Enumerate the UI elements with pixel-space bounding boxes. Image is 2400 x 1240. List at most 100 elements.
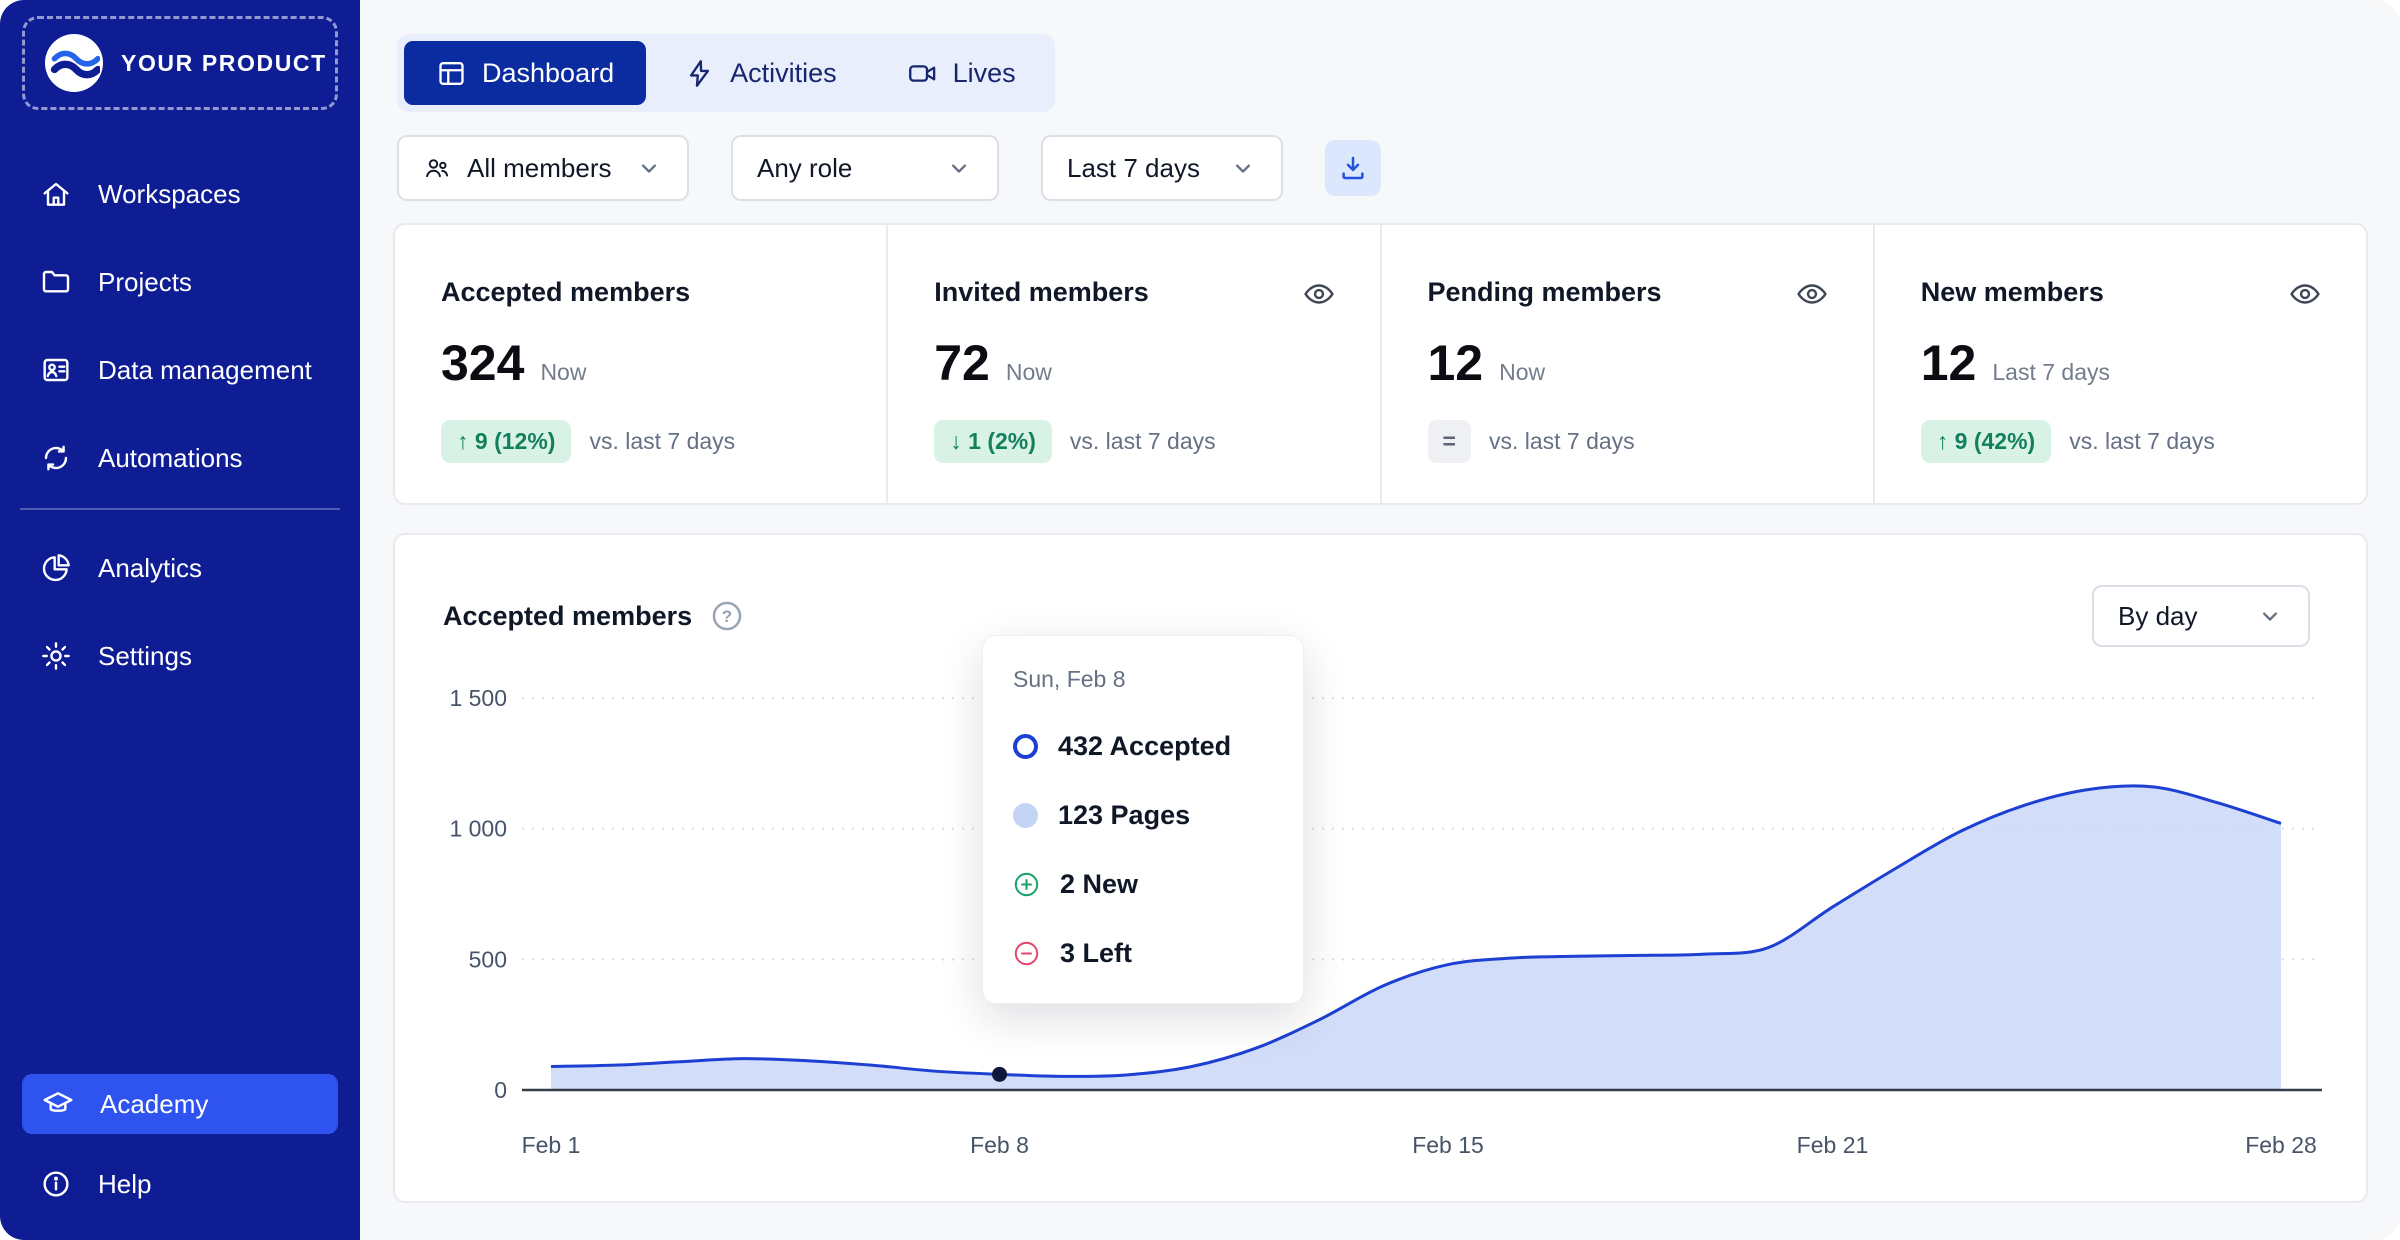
tooltip-row-label: 123 Pages — [1058, 800, 1191, 830]
stat-title: Invited members — [934, 277, 1149, 307]
stat-value: 324 — [441, 335, 525, 391]
tooltip-row-left: 3 Left — [1013, 938, 1273, 969]
stat-value-suffix: Last 7 days — [1992, 359, 2111, 385]
group-by-dropdown[interactable]: By day — [2092, 585, 2310, 647]
role-filter-value: Any role — [757, 152, 853, 183]
sidebar-nav-bottom: Academy Help — [0, 1074, 360, 1220]
analytics-icon — [42, 554, 70, 582]
sidebar-item-label: Analytics — [98, 552, 203, 583]
eye-icon[interactable] — [2288, 277, 2322, 316]
sidebar-item-workspaces[interactable]: Workspaces — [0, 150, 360, 238]
stat-title: New members — [1920, 277, 2104, 307]
tooltip-row-accepted: 432 Accepted — [1013, 731, 1273, 762]
main-tabbar: Dashboard Activities Lives — [397, 34, 1055, 112]
x-tick-label: Feb 15 — [1412, 1132, 1484, 1158]
chart-header: Accepted members ? By day — [443, 585, 2310, 647]
pages-series-marker-icon — [1013, 803, 1038, 828]
chart-line — [550, 784, 2282, 1078]
sidebar-item-data-management[interactable]: Data management — [0, 326, 360, 414]
chevron-down-icon — [1236, 164, 1250, 173]
stat-value: 12 — [1920, 335, 1977, 391]
y-tick-label: 1 000 — [449, 816, 507, 842]
stat-value-suffix: Now — [540, 359, 587, 385]
chevron-down-icon — [2263, 612, 2277, 621]
tooltip-row-label: 3 Left — [1060, 938, 1133, 968]
accepted-series-marker-icon — [1013, 734, 1038, 759]
sidebar-item-settings[interactable]: Settings — [0, 612, 360, 700]
data-management-icon — [43, 358, 69, 382]
sidebar-item-automations[interactable]: Automations — [0, 414, 360, 502]
members-filter-dropdown[interactable]: All members — [397, 135, 689, 201]
stat-accepted-members: Accepted members 324 Now ↑ 9 (12%) vs. l… — [395, 225, 886, 503]
brand-name: YOUR PRODUCT — [121, 49, 327, 76]
stat-value-suffix: Now — [1499, 359, 1546, 385]
stat-invited-members: Invited members 72 Now ↓ 1 (2%) vs. last… — [886, 225, 1379, 503]
stat-title: Pending members — [1427, 277, 1662, 307]
tooltip-row-pages: 123 Pages — [1013, 800, 1273, 831]
chevron-down-icon — [952, 164, 966, 173]
group-by-value: By day — [2118, 600, 2198, 631]
sidebar-item-analytics[interactable]: Analytics — [0, 524, 360, 612]
trend-badge: ↑ 9 (42%) — [1920, 420, 2052, 463]
y-tick-label: 500 — [469, 946, 507, 972]
tab-label: Lives — [952, 57, 1016, 88]
tab-label: Dashboard — [482, 57, 615, 88]
help-tooltip-icon[interactable]: ? — [710, 599, 744, 633]
sidebar-nav-primary: Workspaces Projects Data management Auto… — [0, 150, 360, 502]
x-tick-label: Feb 21 — [1797, 1132, 1869, 1158]
stat-new-members: New members 12 Last 7 days ↑ 9 (42%) vs.… — [1872, 225, 2366, 503]
role-filter-dropdown[interactable]: Any role — [731, 135, 999, 201]
tab-lives[interactable]: Lives — [875, 41, 1048, 105]
academy-icon — [43, 1092, 73, 1112]
help-icon — [43, 1171, 69, 1197]
video-camera-icon — [908, 64, 935, 82]
sidebar-item-label: Automations — [98, 442, 243, 473]
tooltip-row-label: 2 New — [1060, 869, 1139, 899]
gear-icon — [42, 642, 70, 670]
chevron-down-icon — [642, 164, 656, 173]
sidebar-item-academy[interactable]: Academy — [22, 1074, 338, 1134]
eye-icon[interactable] — [1302, 277, 1336, 316]
tooltip-row-label: 432 Accepted — [1058, 731, 1232, 761]
tab-label: Activities — [730, 57, 837, 88]
chart-highlight-dot — [992, 1066, 1008, 1082]
eye-icon[interactable] — [1795, 277, 1829, 316]
stat-value: 12 — [1427, 335, 1484, 391]
sidebar-item-help[interactable]: Help — [0, 1148, 360, 1220]
stat-compare-label: vs. last 7 days — [1069, 428, 1216, 454]
chart-title: Accepted members — [443, 600, 693, 631]
date-range-dropdown[interactable]: Last 7 days — [1041, 135, 1283, 201]
sidebar-item-label: Settings — [98, 640, 192, 671]
svg-text:?: ? — [722, 607, 732, 626]
trend-badge: ↓ 1 (2%) — [934, 420, 1052, 463]
export-download-button[interactable] — [1325, 140, 1381, 196]
folder-icon — [42, 270, 70, 293]
sidebar-item-label: Projects — [98, 266, 192, 297]
members-filter-value: All members — [467, 152, 612, 183]
x-tick-label: Feb 28 — [2245, 1132, 2317, 1158]
tab-activities[interactable]: Activities — [652, 41, 869, 105]
stat-compare-label: vs. last 7 days — [1488, 428, 1635, 454]
chart-area-fill — [551, 785, 2281, 1090]
lightning-icon — [690, 59, 710, 87]
automations-icon — [44, 445, 68, 471]
y-tick-label: 0 — [494, 1077, 507, 1103]
date-range-value: Last 7 days — [1067, 152, 1200, 183]
tab-dashboard[interactable]: Dashboard — [404, 41, 647, 105]
accepted-members-chart-card: Accepted members ? By day 0 500 1 000 1 500… — [393, 533, 2368, 1203]
sidebar-item-label: Workspaces — [98, 178, 241, 209]
plus-circle-icon — [1014, 872, 1039, 897]
sidebar-item-label: Academy — [100, 1088, 209, 1119]
brand-logo[interactable]: YOUR PRODUCT — [22, 16, 338, 110]
sidebar-item-projects[interactable]: Projects — [0, 238, 360, 326]
minus-circle-icon — [1014, 941, 1039, 966]
workspaces-icon — [43, 182, 69, 206]
x-tick-label: Feb 1 — [522, 1132, 581, 1158]
dashboard-icon — [439, 61, 464, 85]
y-tick-label: 1 500 — [449, 685, 507, 711]
stat-value-suffix: Now — [1005, 359, 1052, 385]
members-icon — [426, 159, 449, 178]
sidebar-divider — [20, 508, 340, 510]
stat-compare-label: vs. last 7 days — [589, 428, 736, 454]
